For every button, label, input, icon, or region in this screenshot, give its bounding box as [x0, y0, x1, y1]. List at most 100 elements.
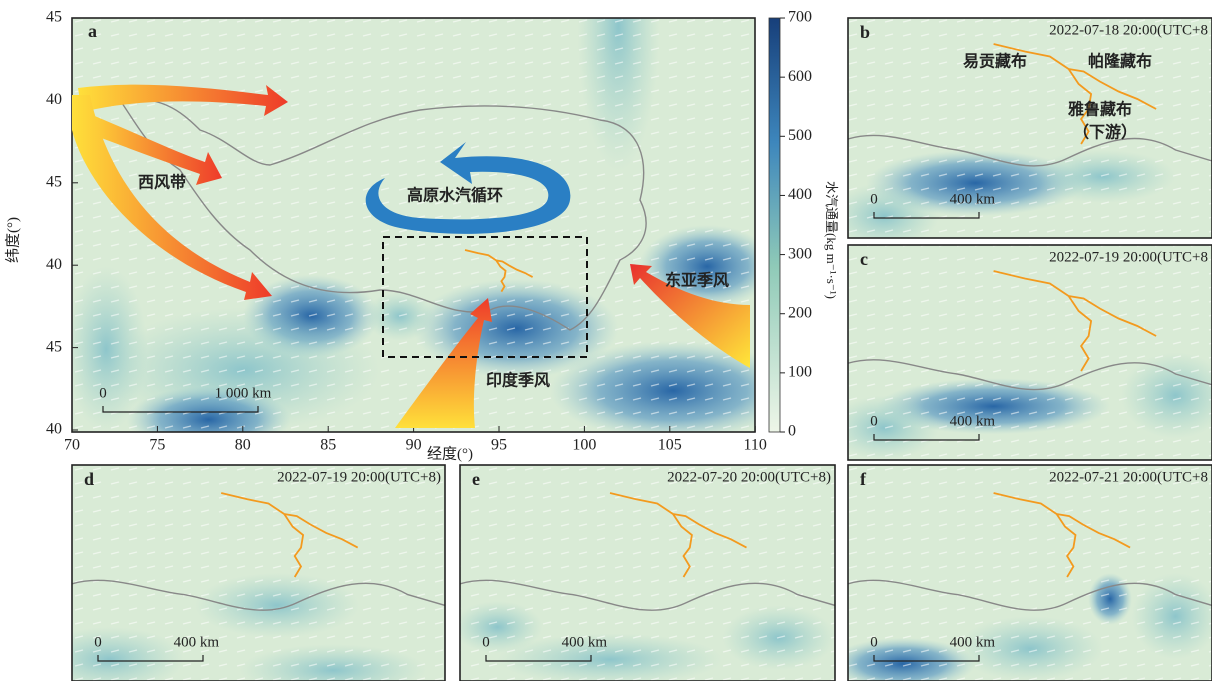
westerly-arrow	[80, 110, 222, 185]
x-tick-label: 75	[149, 437, 165, 454]
colorbar-label: 水汽通量(kg m⁻¹·s⁻¹)	[824, 181, 839, 299]
y-axis-label: 纬度(°)	[4, 217, 21, 263]
map-panel: 0 400 km	[848, 18, 1212, 238]
scale-bar	[873, 655, 980, 662]
wind-vectors	[460, 465, 835, 681]
westerly-arrow	[72, 95, 272, 300]
timestamp: 2022-07-21 20:00(UTC+8	[1049, 469, 1208, 485]
plateau-boundary	[119, 98, 647, 331]
plateau-boundary	[848, 579, 1212, 611]
wind-vectors	[848, 245, 1212, 460]
x-tick-label: 95	[491, 437, 507, 454]
colorbar-tick-label: 0	[788, 423, 796, 440]
panel-frame	[459, 464, 836, 681]
map-panel: 0 400 km	[460, 465, 835, 681]
y-tick-label: 40	[46, 91, 62, 108]
river	[220, 492, 359, 578]
scale-label: 0	[99, 385, 107, 401]
plateau-boundary	[848, 359, 1212, 391]
colorbar: 水汽通量(kg m⁻¹·s⁻¹) 0 100 200 300 400 500 600 700	[768, 9, 839, 440]
river-label: 帕隆藏布	[1088, 52, 1152, 71]
panel-letter: e	[472, 469, 480, 489]
x-tick-label: 90	[406, 437, 422, 454]
scale-label: 0	[870, 413, 878, 429]
panel-letter: a	[88, 21, 97, 41]
panel-letter: d	[84, 469, 94, 489]
y-tick-label: 45	[46, 338, 62, 355]
timestamp: 2022-07-19 20:00(UTC+8)	[277, 469, 441, 485]
plateau-boundary	[72, 579, 445, 611]
timestamp: 2022-07-20 20:00(UTC+8)	[667, 469, 831, 485]
plateau-boundary	[460, 579, 835, 611]
study-area-box	[382, 236, 588, 358]
river	[609, 492, 747, 578]
timestamp: 2022-07-19 20:00(UTC+8	[1049, 249, 1208, 265]
colorbar-tick-label: 300	[788, 245, 812, 262]
wind-vectors	[72, 465, 445, 681]
scale-bar	[485, 655, 592, 662]
wind-vectors	[848, 465, 1212, 681]
scale-label: 0	[94, 634, 102, 650]
x-tick-label: 110	[743, 437, 766, 454]
panel-frame	[71, 464, 446, 681]
map-panel: 0 400 km	[848, 465, 1212, 681]
river-label: 易贡藏布	[963, 52, 1027, 71]
x-tick-label: 105	[658, 437, 682, 454]
panel-frame	[847, 464, 1212, 681]
panel-frame	[847, 244, 1212, 461]
x-axis-label: 经度(°)	[427, 445, 473, 462]
river	[993, 492, 1131, 578]
river-label: （下游）	[1073, 123, 1137, 142]
scale-bar	[102, 406, 259, 413]
map-panel: 0 400 km	[72, 465, 445, 681]
timestamp: 2022-07-18 20:00(UTC+8	[1049, 22, 1208, 38]
annotation: 东亚季风	[665, 271, 729, 290]
colorbar-tick-label: 200	[788, 304, 812, 321]
y-tick-label: 40	[46, 256, 62, 273]
river-label: 雅鲁藏布	[1067, 100, 1132, 119]
scale-label: 0	[482, 634, 490, 650]
river	[993, 270, 1157, 372]
scale-label: 400 km	[950, 634, 996, 650]
westerly-arrow	[78, 84, 288, 116]
y-tick-label: 45	[46, 173, 62, 190]
scale-bar	[873, 434, 980, 441]
panel-frame	[847, 17, 1212, 239]
scale-label: 400 km	[950, 413, 996, 429]
colorbar-tick-label: 400	[788, 186, 812, 203]
scale-label: 400 km	[950, 191, 996, 207]
annotation: 印度季风	[486, 371, 550, 390]
x-tick-label: 70	[64, 437, 80, 454]
colorbar-tick-label: 500	[788, 127, 812, 144]
y-tick-label: 40	[46, 421, 62, 438]
scale-bar	[97, 655, 204, 662]
x-tick-label: 100	[572, 437, 596, 454]
scale-label: 400 km	[174, 634, 220, 650]
scale-label: 0	[870, 634, 878, 650]
x-tick-label: 85	[320, 437, 336, 454]
scale-bar	[873, 212, 980, 219]
panel-letter: f	[860, 469, 867, 489]
colorbar-tick-label: 700	[788, 9, 812, 26]
scale-label: 400 km	[562, 634, 608, 650]
annotation: 高原水汽循环	[407, 186, 503, 205]
y-tick-label: 45	[46, 9, 62, 26]
colorbar-tick-label: 100	[788, 364, 812, 381]
river	[464, 249, 534, 293]
east-asian-monsoon-arrow	[630, 264, 750, 368]
colorbar-tick-label: 600	[788, 68, 812, 85]
panel-letter: c	[860, 249, 868, 269]
x-tick-label: 80	[235, 437, 251, 454]
panels: 0 1 000 km a 70 75 80 85 90 95 100 105 110 45 40 45 40 4…	[4, 9, 1212, 681]
plateau-cycle-arrow	[365, 142, 571, 234]
indian-monsoon-arrow	[395, 298, 492, 428]
panel-letter: b	[860, 22, 870, 42]
plateau-boundary	[848, 134, 1212, 167]
annotation: 西风带	[138, 173, 186, 192]
map-panel: 0 400 km	[848, 245, 1212, 460]
river	[993, 43, 1157, 145]
colorbar-ramp	[768, 17, 781, 433]
scale-label: 0	[870, 191, 878, 207]
